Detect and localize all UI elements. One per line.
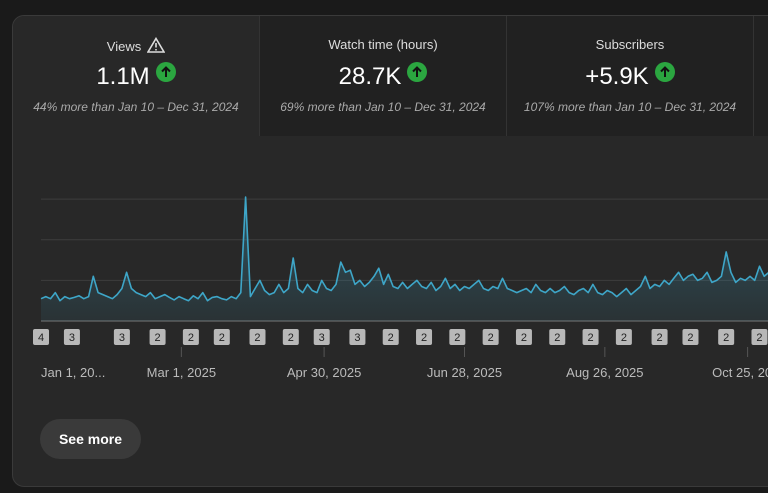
video-badge xyxy=(515,329,532,345)
video-badge xyxy=(33,329,49,345)
video-badge-count: 2 xyxy=(621,332,627,344)
video-badge xyxy=(63,329,80,345)
metric-value-text: +5.9K xyxy=(585,63,649,90)
metric-card[interactable]: Views 1.1M 44% more than Jan 10 – Dec 31, … xyxy=(13,16,260,136)
video-badge-count: 2 xyxy=(656,332,662,344)
x-tick-label: Mar 1, 2025 xyxy=(147,365,216,380)
video-badge xyxy=(682,329,699,345)
video-badge-count: 2 xyxy=(188,332,194,344)
video-badge-count: 2 xyxy=(687,332,693,344)
video-badge xyxy=(149,329,166,345)
video-badge xyxy=(651,329,668,345)
up-arrow-icon xyxy=(407,62,428,82)
x-tick-label: Jun 28, 2025 xyxy=(427,365,502,380)
video-badge-count: 2 xyxy=(554,332,560,344)
metric-comparison: 69% more than Jan 10 – Dec 31, 2024 xyxy=(280,100,486,114)
metric-comparison: 107% more than Jan 10 – Dec 31, 2024 xyxy=(523,100,737,114)
video-badge-count: 2 xyxy=(421,332,427,344)
video-badge-count: 3 xyxy=(354,332,360,344)
x-tick-label: Aug 26, 2025 xyxy=(566,365,643,380)
area-fill xyxy=(41,197,768,321)
warning-icon xyxy=(146,36,166,53)
video-badge-count: 2 xyxy=(155,332,161,344)
metric-value-text: 28.7K xyxy=(338,63,402,90)
video-badge-count: 2 xyxy=(454,332,460,344)
video-badge-count: 3 xyxy=(69,332,75,344)
metric-value: 1.1M xyxy=(13,62,259,91)
x-tick-label: Jan 1, 20... xyxy=(41,365,105,380)
video-badge-count: 2 xyxy=(521,332,527,344)
video-badge xyxy=(382,329,399,345)
video-badge-count: 2 xyxy=(756,332,762,344)
video-badge xyxy=(718,329,735,345)
video-badge xyxy=(182,329,199,345)
video-badge xyxy=(349,329,366,345)
video-badge-count: 2 xyxy=(388,332,394,344)
video-badge xyxy=(249,329,266,345)
video-badge-count: 2 xyxy=(488,332,494,344)
see-more-button[interactable]: See more xyxy=(40,419,141,459)
video-badge xyxy=(549,329,566,345)
video-badge xyxy=(751,329,768,345)
video-badge-count: 2 xyxy=(723,332,729,344)
video-badge-count: 2 xyxy=(254,332,260,344)
video-badge-count: 3 xyxy=(119,332,125,344)
video-badge xyxy=(313,329,330,345)
up-arrow-icon xyxy=(654,62,675,82)
metric-label-text: Views xyxy=(106,39,142,54)
metric-label-text: Subscribers xyxy=(595,37,665,52)
video-badge xyxy=(582,329,599,345)
video-badge-count: 2 xyxy=(588,332,594,344)
video-badge xyxy=(449,329,466,345)
video-badge xyxy=(482,329,499,345)
metric-label-text: Watch time (hours) xyxy=(328,37,438,52)
metric-card[interactable]: Subscribers +5.9K 107% more than Jan 10 – … xyxy=(507,16,754,136)
metric-label: Views xyxy=(13,36,259,54)
video-badge xyxy=(213,329,230,345)
metric-value: 28.7K xyxy=(260,62,506,91)
video-badge xyxy=(615,329,632,345)
metric-label: Watch time (hours) xyxy=(260,37,506,52)
x-tick-label: Apr 30, 2025 xyxy=(287,365,361,380)
line xyxy=(40,196,768,302)
video-badge xyxy=(416,329,433,345)
metric-card[interactable]: Watch time (hours) 28.7K 69% more than Jan… xyxy=(260,16,507,136)
metric-value-text: 1.1M xyxy=(96,63,150,90)
video-badge-count: 3 xyxy=(319,332,325,344)
chart: 4 3 3 2 2 2 2 2 3 3 2 2 2 2 2 2 2 2 2 2 2 2 Jan 1, 20... Mar 1,… xyxy=(33,196,768,380)
metric-label: Subscribers xyxy=(507,37,753,52)
video-badge-count: 2 xyxy=(219,332,225,344)
analytics-panel: 4 3 3 2 2 2 2 2 3 3 2 2 2 2 2 2 2 2 2 2 2 2 Jan 1, 20... Mar 1,… xyxy=(12,15,768,487)
up-arrow-icon xyxy=(155,62,176,82)
metric-value: +5.9K xyxy=(507,62,753,91)
metric-card[interactable] xyxy=(754,16,768,136)
metric-comparison: 44% more than Jan 10 – Dec 31, 2024 xyxy=(33,100,239,114)
video-badge-count: 4 xyxy=(38,332,44,344)
video-badge xyxy=(113,329,130,345)
video-badge xyxy=(282,329,299,345)
video-badge-count: 2 xyxy=(288,332,294,344)
x-tick-label: Oct 25, 20... xyxy=(712,365,768,380)
